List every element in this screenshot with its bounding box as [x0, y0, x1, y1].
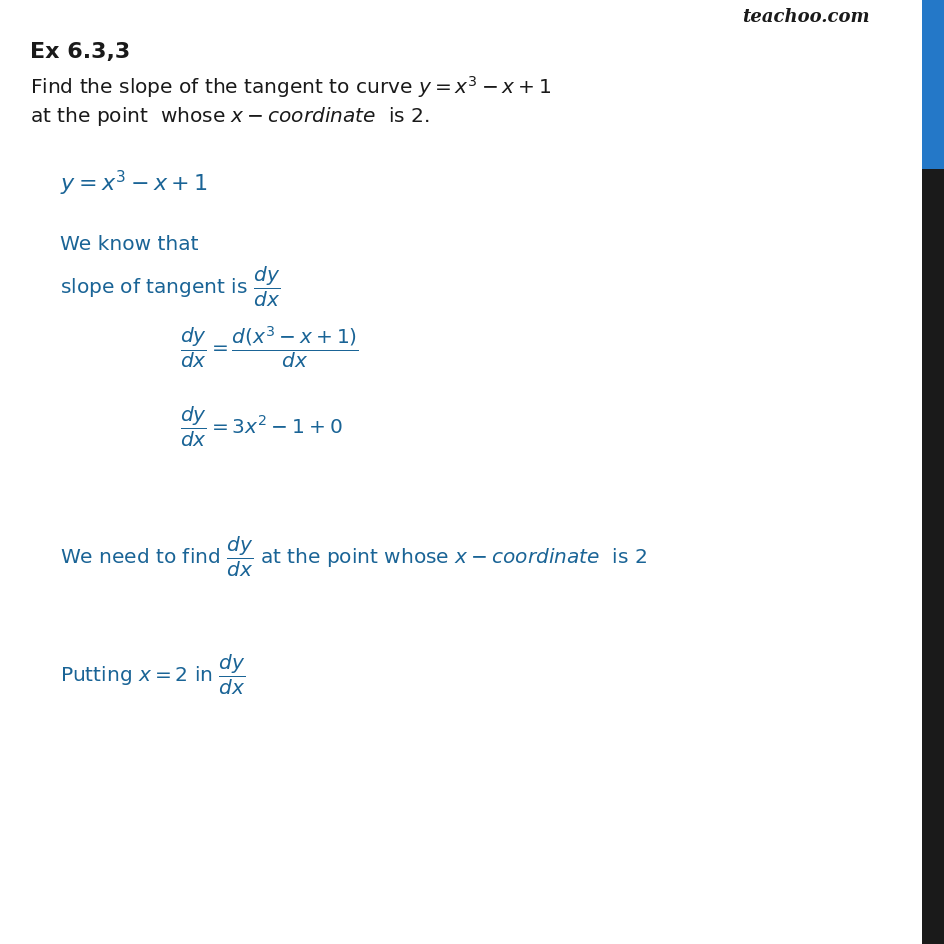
Bar: [921, 0, 944, 944]
Text: $y = x^3 - x + 1$: $y = x^3 - x + 1$: [59, 168, 208, 197]
Text: Ex 6.3,3: Ex 6.3,3: [30, 42, 130, 62]
Text: $\dfrac{dy}{dx} = \dfrac{d(x^3 - x + 1)}{dx}$: $\dfrac{dy}{dx} = \dfrac{d(x^3 - x + 1)}…: [179, 325, 359, 371]
Text: We know that: We know that: [59, 235, 198, 254]
Text: $\dfrac{dy}{dx} = 3x^2 - 1 + 0$: $\dfrac{dy}{dx} = 3x^2 - 1 + 0$: [179, 404, 343, 448]
Text: slope of tangent is $\dfrac{dy}{dx}$: slope of tangent is $\dfrac{dy}{dx}$: [59, 264, 280, 309]
Text: Find the slope of the tangent to curve $y = x^3 - x + 1$: Find the slope of the tangent to curve $…: [30, 74, 551, 100]
Text: Putting $x = 2$ in $\dfrac{dy}{dx}$: Putting $x = 2$ in $\dfrac{dy}{dx}$: [59, 652, 245, 697]
Text: teachoo.com: teachoo.com: [742, 8, 869, 26]
Text: at the point  whose $x - coordinate$  is 2.: at the point whose $x - coordinate$ is 2…: [30, 106, 430, 128]
Text: We need to find $\dfrac{dy}{dx}$ at the point whose $x - coordinate$  is 2: We need to find $\dfrac{dy}{dx}$ at the …: [59, 534, 647, 579]
Bar: [921, 0, 944, 170]
